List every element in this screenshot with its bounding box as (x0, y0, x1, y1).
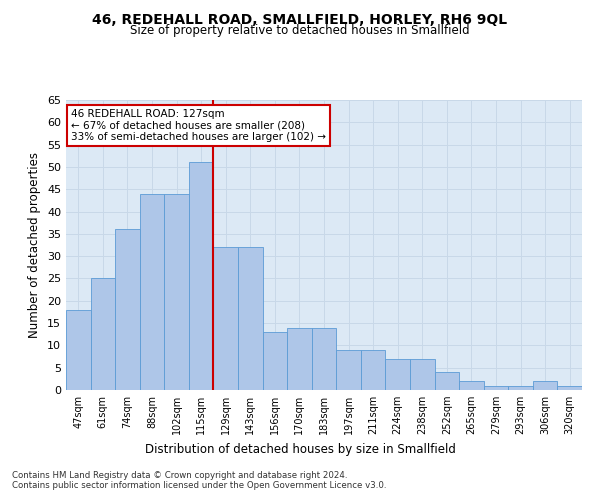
Bar (263, 332, 287, 390)
Bar (533, 381, 557, 390)
Bar (459, 381, 484, 390)
Bar (336, 350, 361, 390)
Bar (91, 278, 115, 390)
Bar (508, 386, 533, 390)
Bar (164, 194, 189, 390)
Bar (287, 328, 312, 390)
Text: 46, REDEHALL ROAD, SMALLFIELD, HORLEY, RH6 9QL: 46, REDEHALL ROAD, SMALLFIELD, HORLEY, R… (92, 12, 508, 26)
Bar (66, 310, 91, 390)
Bar (189, 162, 214, 390)
Text: Distribution of detached houses by size in Smallfield: Distribution of detached houses by size … (145, 442, 455, 456)
Bar (434, 372, 459, 390)
Bar (214, 247, 238, 390)
Text: Size of property relative to detached houses in Smallfield: Size of property relative to detached ho… (130, 24, 470, 37)
Bar (484, 386, 508, 390)
Text: Contains HM Land Registry data © Crown copyright and database right 2024.
Contai: Contains HM Land Registry data © Crown c… (12, 470, 386, 490)
Bar (410, 359, 434, 390)
Text: 46 REDEHALL ROAD: 127sqm
← 67% of detached houses are smaller (208)
33% of semi-: 46 REDEHALL ROAD: 127sqm ← 67% of detach… (71, 108, 326, 142)
Bar (557, 386, 582, 390)
Y-axis label: Number of detached properties: Number of detached properties (28, 152, 41, 338)
Bar (115, 230, 140, 390)
Bar (361, 350, 385, 390)
Bar (312, 328, 336, 390)
Bar (238, 247, 263, 390)
Bar (140, 194, 164, 390)
Bar (385, 359, 410, 390)
